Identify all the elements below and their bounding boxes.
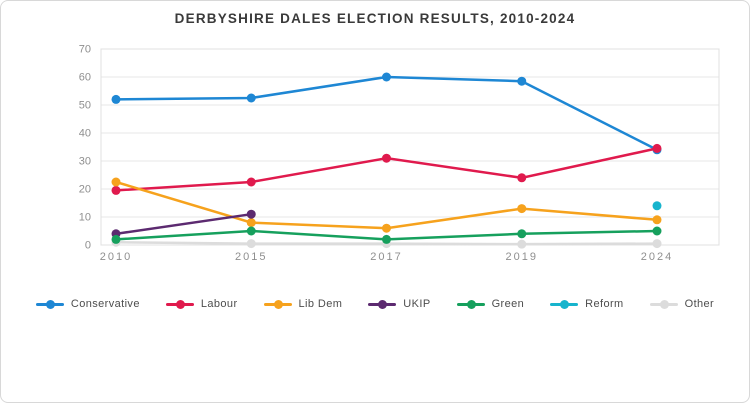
legend-item-lib-dem: Lib Dem <box>263 298 343 310</box>
data-point <box>111 94 121 104</box>
data-point <box>517 239 527 249</box>
legend-item-conservative: Conservative <box>35 298 140 310</box>
y-tick-label: 0 <box>85 240 91 252</box>
legend-marker <box>550 299 579 309</box>
legend-marker <box>165 299 194 309</box>
legend-label: Lib Dem <box>298 298 343 310</box>
data-point <box>111 234 121 244</box>
legend-marker <box>35 299 64 309</box>
data-point <box>517 204 527 214</box>
y-tick-label: 70 <box>79 44 91 56</box>
data-point <box>517 229 527 239</box>
legend-dot <box>45 299 55 309</box>
legend-item-green: Green <box>456 298 525 310</box>
series-conservative <box>111 72 662 155</box>
series-green <box>111 226 662 244</box>
legend-dot <box>273 299 283 309</box>
y-tick-label: 50 <box>79 100 91 112</box>
x-tick-label: 2017 <box>370 251 402 263</box>
data-point <box>517 76 527 86</box>
data-point <box>652 215 662 225</box>
legend-dot <box>466 299 476 309</box>
chart-title: DERBYSHIRE DALES ELECTION RESULTS, 2010-… <box>174 11 576 26</box>
legend-dot <box>560 299 570 309</box>
data-point <box>382 223 391 233</box>
data-point <box>246 177 256 187</box>
y-tick-label: 60 <box>79 72 91 84</box>
data-point <box>517 173 527 183</box>
data-point <box>382 234 391 244</box>
series-lib-dem <box>111 177 662 233</box>
series-reform <box>652 201 662 211</box>
data-point <box>246 239 256 249</box>
data-point <box>382 72 391 82</box>
legend-marker <box>263 299 292 309</box>
data-point <box>111 177 121 187</box>
data-point <box>246 226 256 236</box>
plot-border <box>100 48 720 246</box>
data-point <box>652 239 662 249</box>
data-point <box>111 185 121 195</box>
x-tick-label: 2024 <box>641 251 673 263</box>
data-point <box>652 201 662 211</box>
legend-item-ukip: UKIP <box>368 298 430 310</box>
series-labour <box>111 143 662 195</box>
data-point <box>382 153 391 163</box>
legend-item-reform: Reform <box>550 298 623 310</box>
legend-label: UKIP <box>403 298 431 310</box>
legend-item-other: Other <box>649 298 715 310</box>
y-tick-label: 10 <box>79 212 91 224</box>
data-point <box>652 143 662 153</box>
y-tick-label: 20 <box>79 184 91 196</box>
x-tick-label: 2019 <box>506 251 538 263</box>
legend-label: Reform <box>585 298 624 310</box>
x-tick-label: 2015 <box>235 251 267 263</box>
legend-label: Green <box>491 298 525 310</box>
legend-marker <box>368 299 397 309</box>
data-point <box>246 209 256 219</box>
legend-marker <box>456 299 485 309</box>
x-tick-label: 2010 <box>100 251 132 263</box>
y-tick-label: 30 <box>79 156 91 168</box>
series-line <box>114 75 659 152</box>
legend-dot <box>378 299 388 309</box>
y-tick-label: 40 <box>79 128 91 140</box>
data-point <box>246 218 256 228</box>
data-point <box>652 226 662 236</box>
data-point <box>246 93 256 103</box>
legend-dot <box>659 299 669 309</box>
legend-label: Conservative <box>70 298 140 310</box>
legend-dot <box>175 299 185 309</box>
legend-label: Labour <box>200 298 238 310</box>
series-line <box>114 212 253 236</box>
legend-item-labour: Labour <box>165 298 238 310</box>
legend-marker <box>649 299 678 309</box>
chart-legend: Conservative Labour Lib Dem UKIP Green Reform… <box>1 298 749 310</box>
legend-label: Other <box>684 298 715 310</box>
line-chart: 0 10 20 30 40 50 60 70 2010 2015 2017 2019 2024 <box>79 44 720 263</box>
